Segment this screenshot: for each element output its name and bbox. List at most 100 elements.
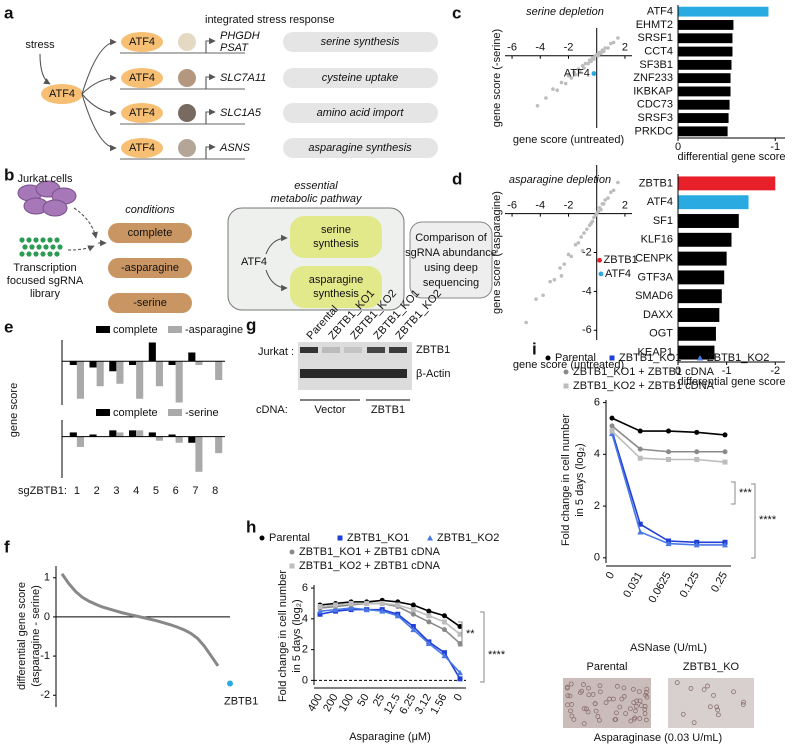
x-tick-label: 200	[321, 692, 341, 714]
cell	[715, 712, 721, 718]
legend-marker	[289, 549, 295, 555]
marker	[332, 606, 339, 613]
cell	[593, 708, 599, 714]
bar	[678, 289, 722, 304]
bar	[678, 33, 733, 44]
tss	[205, 37, 216, 53]
legend-label: -serine	[185, 407, 219, 419]
condition-box	[108, 293, 192, 313]
point	[601, 49, 606, 54]
bar	[116, 361, 124, 384]
y-tick-label: 1	[44, 572, 50, 584]
pathway-label: asparagine	[309, 274, 363, 286]
category-label: CCT4	[644, 45, 673, 57]
cell	[691, 720, 697, 726]
marker	[410, 626, 417, 633]
bar	[116, 432, 124, 437]
y-axis-label: differential gene score	[16, 582, 28, 690]
marker	[441, 650, 447, 656]
cell	[731, 689, 736, 695]
condition-box	[108, 258, 192, 278]
pathway	[290, 216, 382, 258]
cell	[619, 696, 625, 702]
cell	[628, 718, 634, 724]
bar	[175, 361, 183, 403]
marker	[609, 423, 615, 429]
marker	[694, 449, 700, 455]
legend-marker	[697, 355, 703, 361]
y-axis-label: in 5 days (log₂)	[574, 443, 586, 516]
annotation: ****	[759, 514, 777, 526]
pathway-label: synthesis	[313, 238, 359, 250]
readout: Comparison of	[415, 232, 487, 244]
pathway-title: essential	[294, 180, 338, 192]
cell	[597, 717, 602, 723]
point	[616, 36, 620, 40]
point	[566, 252, 571, 257]
arrow	[265, 234, 288, 255]
cell	[741, 699, 746, 705]
bar	[148, 432, 156, 437]
x-tick-label: -1	[722, 365, 732, 377]
arrow	[81, 38, 117, 95]
process-box	[283, 138, 438, 158]
series-line	[319, 602, 461, 635]
point	[544, 96, 548, 100]
legend-label: -asparagine	[185, 324, 243, 336]
point	[599, 207, 603, 212]
sgrna	[26, 251, 32, 257]
category-label: IKBKAP	[633, 85, 673, 97]
marker	[379, 600, 385, 606]
row-label: Jurkat :	[258, 346, 294, 358]
point	[596, 53, 600, 58]
factor-label: ATF4	[129, 36, 155, 48]
x-tick-label: 0	[604, 570, 617, 581]
cell	[603, 700, 609, 705]
chart-title: serine depletion	[526, 6, 604, 18]
sgrna	[26, 237, 32, 243]
factor-oval	[121, 32, 163, 52]
x-tick-label: 50	[355, 692, 372, 709]
legend-label: ZBTB1_KO1 + ZBTB1 cDNA	[573, 366, 715, 378]
category-label: GTF3A	[638, 271, 674, 283]
category-label: SMAD6	[635, 290, 673, 302]
x-axis-label: gene score (untreated)	[513, 359, 624, 371]
x-tick-label: -4	[535, 42, 545, 54]
y-tick-label: -2	[40, 689, 50, 701]
panel-label: b	[4, 165, 14, 184]
legend-marker	[563, 369, 569, 375]
marker	[665, 540, 672, 547]
bar	[136, 430, 144, 437]
point	[585, 227, 589, 231]
cell	[637, 698, 643, 704]
x-tick-label: 8	[212, 485, 218, 497]
cofactor	[178, 139, 196, 157]
category-label: ZBTB1	[639, 177, 673, 189]
legend-marker	[545, 355, 551, 361]
cell	[674, 680, 680, 686]
category-label: ZNF233	[633, 72, 673, 84]
x-tick-label: 5	[153, 485, 159, 497]
library-label: focused sgRNA	[7, 275, 84, 287]
cell	[568, 708, 573, 714]
legend-marker	[289, 563, 295, 569]
point-label: ZBTB1	[604, 254, 638, 266]
bar	[76, 361, 84, 399]
bracket	[480, 611, 485, 683]
cdna-label: cDNA:	[256, 404, 288, 416]
y-axis-label: (asparagine - serine)	[30, 585, 42, 687]
condition: -serine	[133, 297, 167, 309]
y-axis-label: in 5 days (log₂)	[291, 599, 303, 672]
cells-label: Jurkat cells	[17, 173, 73, 185]
gene: PSAT	[220, 42, 249, 54]
legend-label: complete	[113, 324, 158, 336]
hub-label: ATF4	[49, 88, 75, 100]
process: amino acid import	[317, 107, 405, 119]
y-tick-label: -6	[582, 324, 592, 336]
cell	[564, 684, 570, 690]
x-axis-label: differential gene score	[677, 151, 785, 163]
bar	[678, 214, 739, 228]
y-axis-label: gene score (-serine)	[491, 29, 503, 127]
cell	[614, 683, 620, 689]
y-tick-label: 6	[594, 396, 600, 408]
